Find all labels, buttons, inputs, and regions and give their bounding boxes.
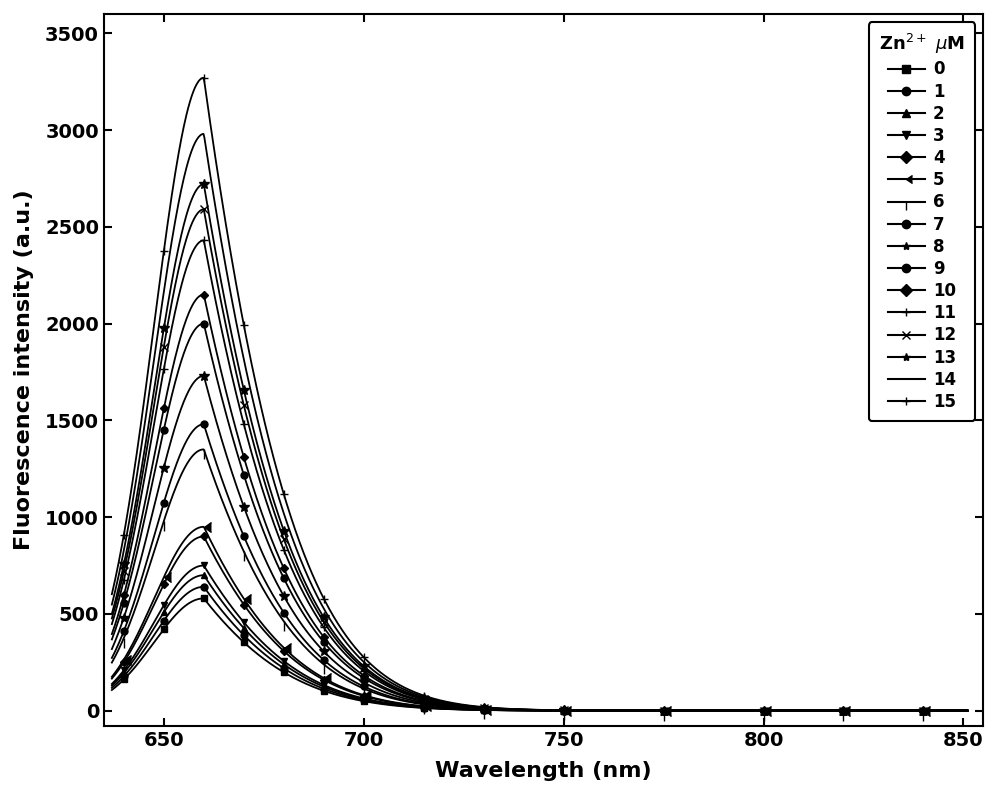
Legend: 0, 1, 2, 3, 4, 5, 6, 7, 8, 9, 10, 11, 12, 13, 14, 15: 0, 1, 2, 3, 4, 5, 6, 7, 8, 9, 10, 11, 12… (869, 22, 975, 421)
Y-axis label: Fluorescence intensity (a.u.): Fluorescence intensity (a.u.) (14, 190, 34, 550)
X-axis label: Wavelength (nm): Wavelength (nm) (435, 761, 652, 781)
